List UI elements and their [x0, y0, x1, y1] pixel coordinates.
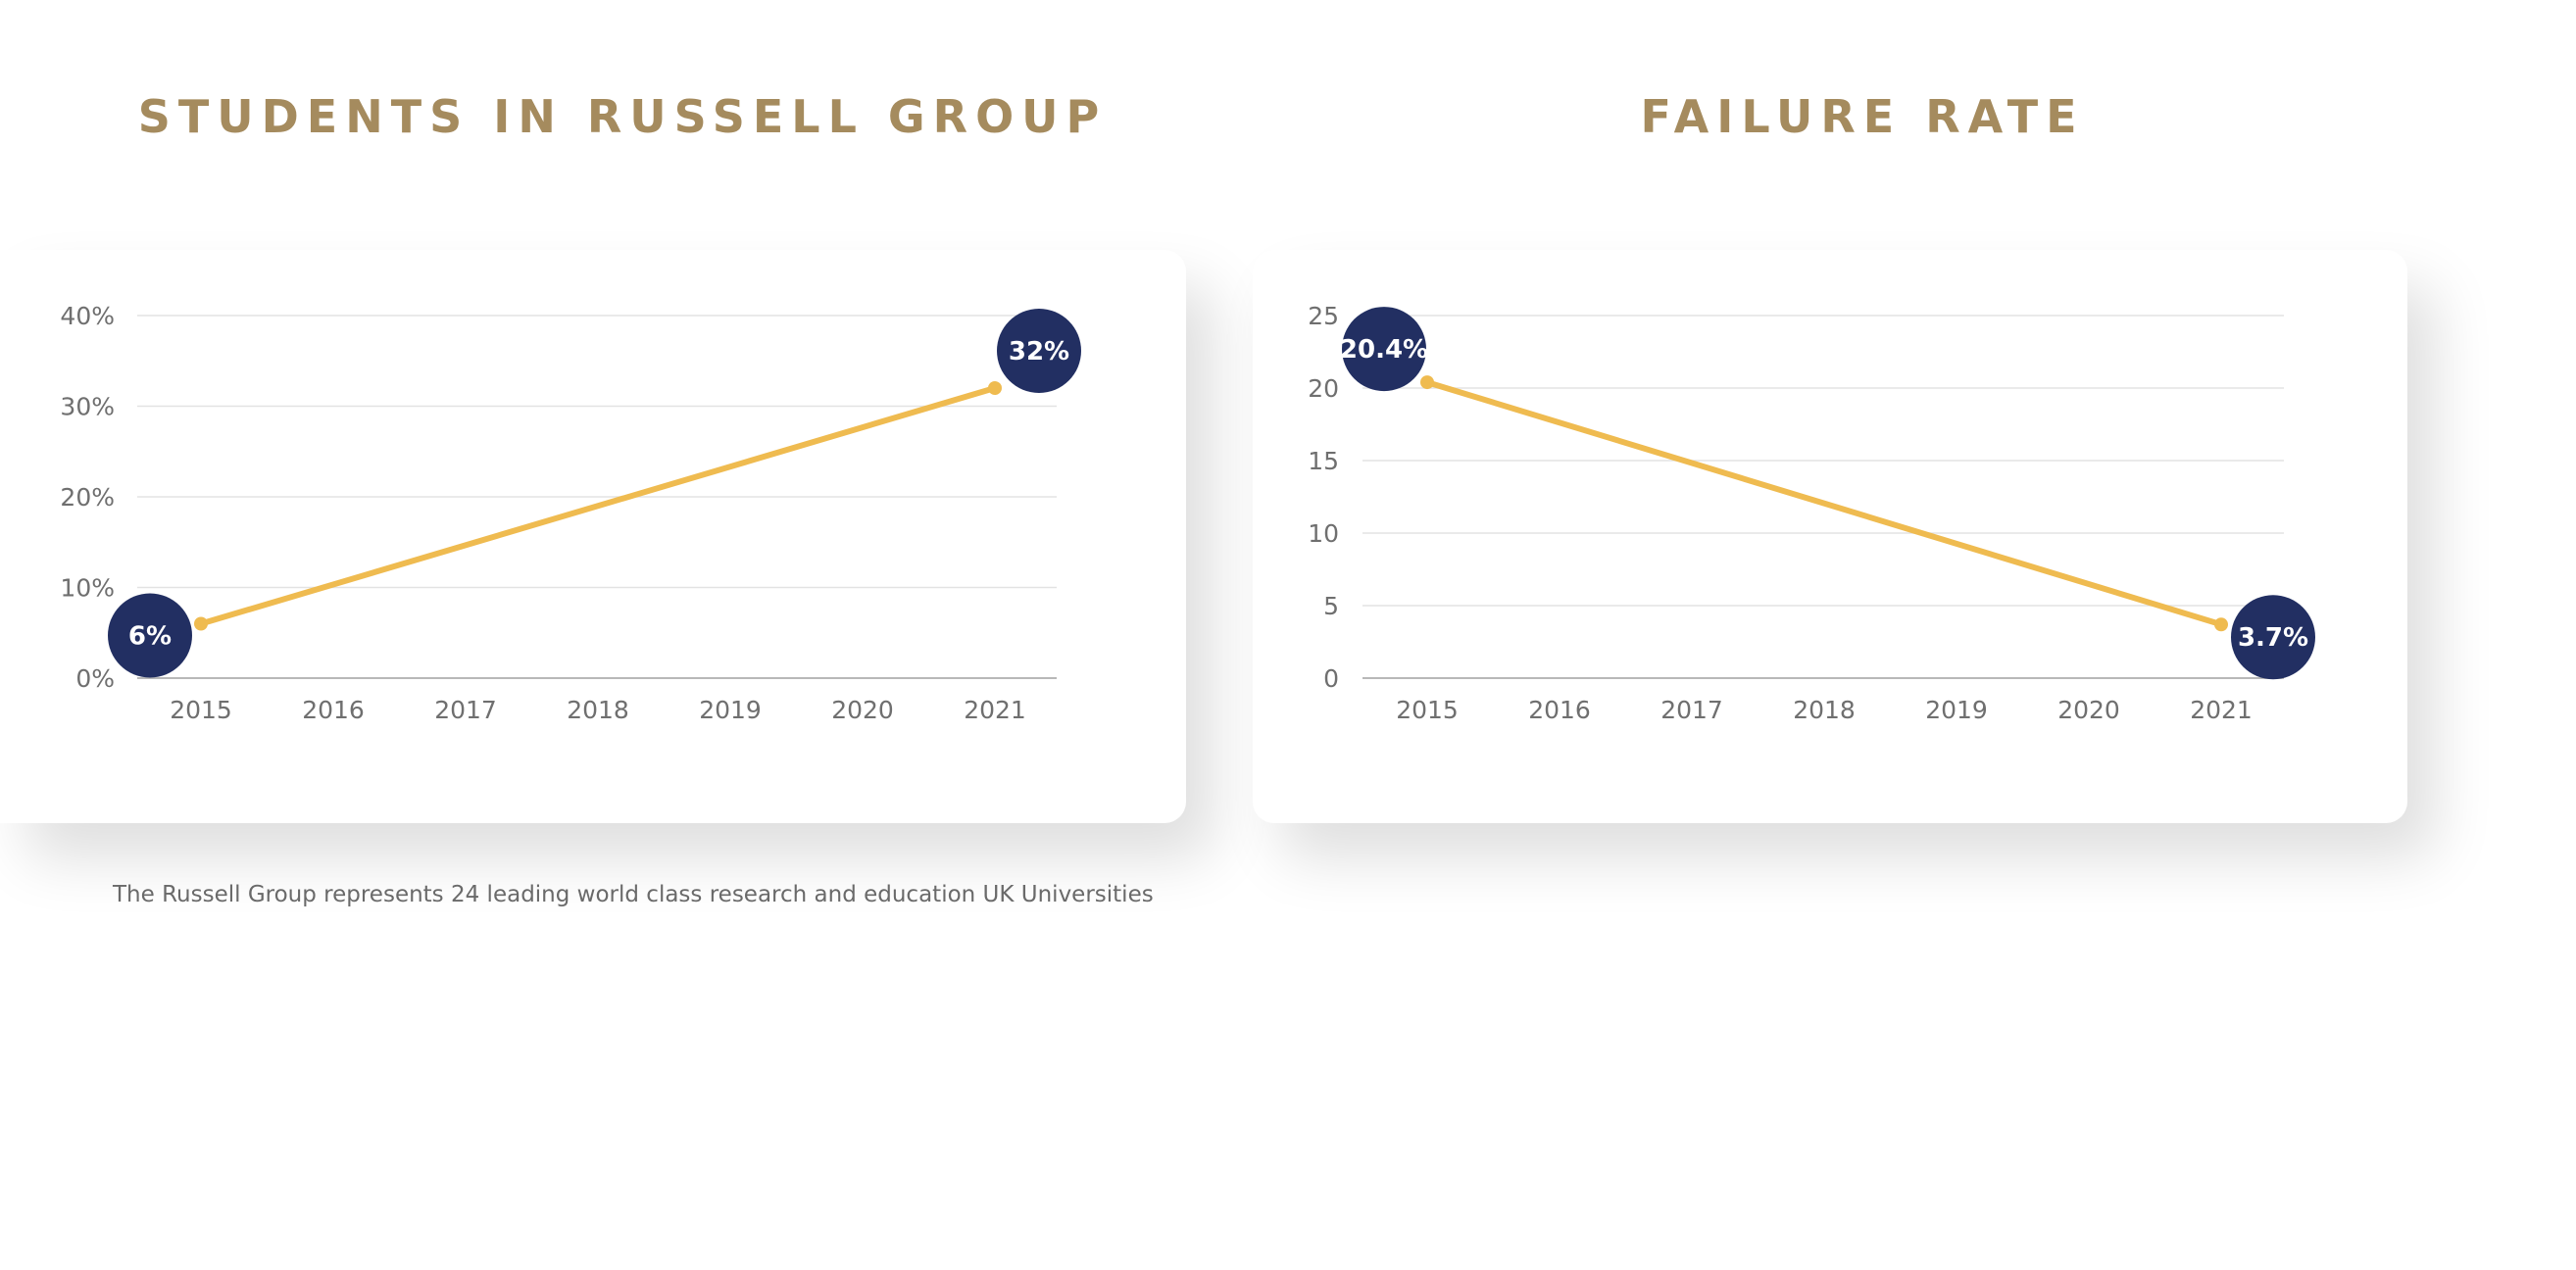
x-tick-label: 2021	[2190, 696, 2253, 724]
y-tick-label: 15	[1308, 447, 1339, 475]
data-label: 3.7%	[2238, 623, 2308, 653]
x-tick-label: 2017	[1660, 696, 1723, 724]
chart-card-students	[0, 250, 1186, 823]
x-tick-label: 2018	[1793, 696, 1856, 724]
x-tick-label: 2021	[964, 696, 1026, 724]
data-label-badge	[1342, 307, 1426, 392]
x-tick-label: 2020	[831, 696, 894, 724]
chart-title-students: STUDENTS IN RUSSELL GROUP	[137, 90, 1108, 143]
y-tick-label: 0	[1323, 664, 1339, 693]
data-point	[2214, 617, 2228, 632]
y-tick-label: 10	[1308, 519, 1339, 548]
y-tick-label: 10%	[60, 574, 115, 603]
y-tick-label: 20	[1308, 374, 1339, 403]
x-tick-label: 2018	[567, 696, 629, 724]
data-point	[194, 616, 208, 631]
y-tick-label: 40%	[60, 302, 115, 330]
y-tick-label: 25	[1308, 302, 1339, 330]
chart-title-failure: FAILURE RATE	[1640, 90, 2085, 143]
data-label-badge	[2231, 595, 2315, 680]
x-tick-label: 2016	[1528, 696, 1591, 724]
data-label: 6%	[128, 622, 172, 652]
x-tick-label: 2016	[302, 696, 365, 724]
chart-card-failure	[1253, 250, 2407, 823]
data-label-badge	[997, 309, 1081, 393]
x-tick-label: 2020	[2057, 696, 2120, 724]
series-line	[1424, 379, 2224, 628]
data-label: 20.4%	[1340, 335, 1428, 365]
y-tick-label: 0%	[75, 664, 115, 693]
series-line	[198, 385, 998, 627]
x-tick-label: 2015	[170, 696, 232, 724]
data-point	[1420, 375, 1434, 390]
x-tick-label: 2015	[1396, 696, 1459, 724]
y-tick-label: 5	[1323, 592, 1339, 620]
x-tick-label: 2019	[1925, 696, 1988, 724]
x-tick-label: 2019	[699, 696, 762, 724]
data-label-badge	[108, 593, 192, 678]
footnote: The Russell Group represents 24 leading …	[113, 882, 1154, 907]
y-tick-label: 30%	[60, 393, 115, 421]
x-tick-label: 2017	[434, 696, 497, 724]
data-point	[988, 381, 1002, 395]
y-tick-label: 20%	[60, 483, 115, 512]
data-label: 32%	[1009, 337, 1069, 366]
